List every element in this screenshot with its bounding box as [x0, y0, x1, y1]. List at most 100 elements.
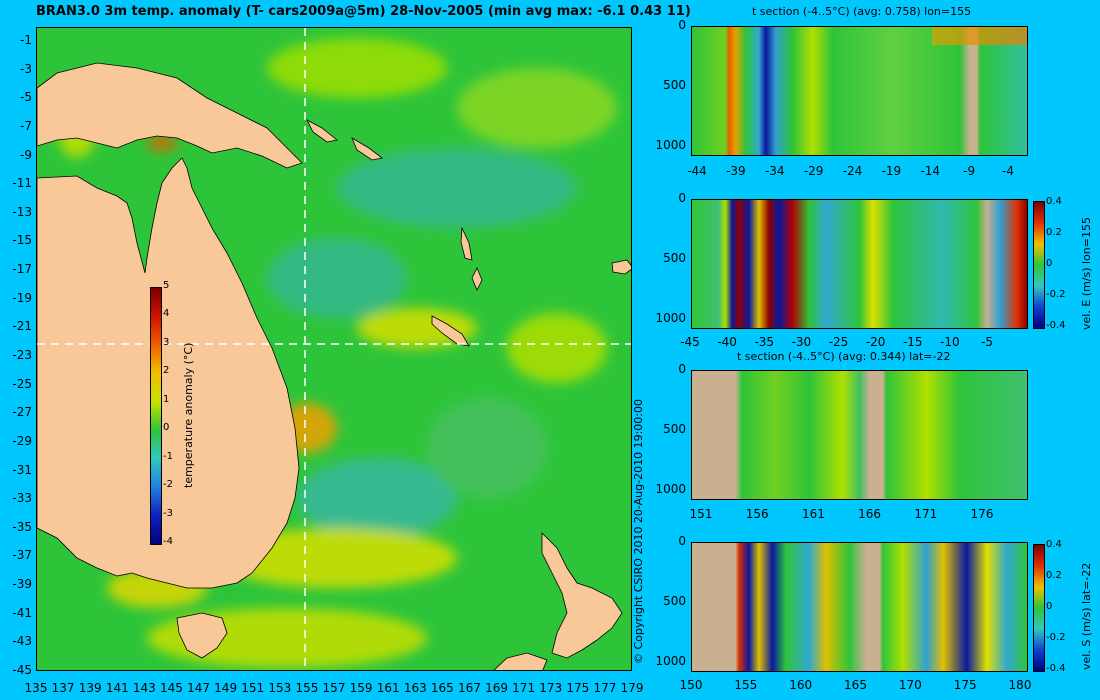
lon-tick-label: 151 — [241, 681, 265, 695]
lon-tick-label: 171 — [512, 681, 536, 695]
lat-tick-label: -3 — [20, 61, 32, 76]
lat-axis: -1 -3 -5 -7 -9 -11 -13 -15 -17 -19 -21 -23 -25 -27 -29… — [0, 27, 34, 677]
lon-tick-label: 165 — [430, 681, 454, 695]
p1-x-tick-label: -44 — [687, 164, 707, 178]
p1-x-tick-label: -9 — [963, 164, 976, 178]
lat-tick-label: -23 — [12, 348, 32, 362]
temp-colorbar-tick: 0 — [163, 422, 170, 434]
p1-x-tick-label: -24 — [842, 164, 863, 178]
temp-colorbar-tick: -3 — [163, 507, 173, 519]
temp-colorbar-tick: 4 — [163, 308, 170, 320]
lat-tick-label: -5 — [20, 90, 32, 105]
lat-tick-label: -35 — [12, 519, 32, 534]
lon-tick-label: 169 — [485, 681, 508, 695]
australia — [37, 157, 300, 589]
p2-x-tick-label: -40 — [717, 335, 737, 349]
lat-tick-label: -7 — [20, 118, 32, 133]
p2-x-tick-label: -20 — [865, 335, 886, 349]
panel3-plot — [691, 370, 1028, 500]
panel4-y-axis: 0 500 1000 — [650, 534, 688, 672]
lat-tick-label: -25 — [12, 376, 32, 391]
p2-colorbar-tick: 0.4 — [1046, 196, 1062, 207]
lon-tick-label: 139 — [78, 681, 102, 695]
panel3-y-axis: 0 500 1000 — [650, 362, 688, 500]
temp-colorbar-ticks: 5 4 3 2 1 0 -1 -2 -3 -4 — [163, 280, 183, 550]
p3-y-tick-label: 1000 — [655, 482, 686, 496]
lon-tick-label: 173 — [539, 681, 563, 695]
panel4-colorbar-ticks: 0.4 0.2 0 -0.2 -0.4 — [1046, 539, 1074, 677]
panel1-y-axis: 0 500 1000 — [650, 18, 688, 156]
lon-tick-label: 155 — [295, 681, 319, 695]
p4-x-tick-label: 180 — [1008, 678, 1032, 692]
panel2-colorbar-label: vel. E (m/s) lon=155 — [1080, 217, 1093, 330]
new-zealand-south — [493, 652, 548, 670]
panel2-y-axis: 0 500 1000 — [650, 191, 688, 329]
p3-x-tick-label: 176 — [970, 507, 994, 521]
panel2-colorbar-ticks: 0.4 0.2 0 -0.2 -0.4 — [1046, 196, 1074, 334]
lon-tick-label: 179 — [620, 681, 644, 695]
p2-y-tick-label: 500 — [663, 251, 686, 265]
p2-y-tick-label: 0 — [678, 191, 686, 205]
p4-colorbar-tick: 0.4 — [1046, 539, 1062, 550]
panel4-colorbar-label: vel. S (m/s) lat=-22 — [1080, 562, 1093, 670]
solomon-island-2 — [351, 137, 383, 161]
lon-tick-label: 141 — [105, 681, 129, 695]
lon-tick-label: 159 — [349, 681, 373, 695]
p4-colorbar-tick: -0.2 — [1046, 632, 1066, 643]
p1-y-tick-label: 0 — [678, 18, 686, 32]
vanuatu-1 — [460, 226, 473, 261]
temp-colorbar-tick: 3 — [163, 336, 170, 348]
p2-x-tick-label: -10 — [940, 335, 960, 349]
vanuatu-2 — [471, 267, 483, 291]
p3-y-tick-label: 0 — [678, 362, 686, 376]
p4-y-tick-label: 0 — [678, 534, 686, 548]
lon-tick-label: 145 — [160, 681, 183, 695]
new-guinea — [37, 62, 303, 169]
panel2-colorbar — [1033, 201, 1045, 329]
p2-x-tick-label: -15 — [902, 335, 923, 349]
lon-tick-label: 143 — [132, 681, 156, 695]
solomon-island-1 — [306, 119, 338, 143]
fiji — [611, 259, 631, 275]
p1-x-tick-label: -4 — [1002, 164, 1014, 178]
p4-x-tick-label: 170 — [898, 678, 922, 692]
lat-tick-label: -29 — [12, 433, 32, 448]
p3-x-tick-label: 161 — [801, 507, 825, 521]
lon-tick-label: 137 — [51, 681, 75, 695]
p3-y-tick-label: 500 — [663, 422, 686, 436]
panel1-title: t section (-4..5°C) (avg: 0.758) lon=155 — [752, 5, 972, 18]
lat-tick-label: -39 — [12, 577, 32, 592]
land-masses — [37, 62, 631, 670]
p1-y-tick-label: 500 — [663, 78, 686, 92]
lat-tick-label: -17 — [12, 262, 32, 277]
p4-x-tick-label: 165 — [844, 678, 867, 692]
lat-tick-label: -45 — [12, 663, 32, 677]
temp-colorbar-tick: -2 — [163, 479, 173, 491]
panel1-plot — [691, 26, 1028, 156]
new-caledonia — [431, 315, 470, 347]
lat-tick-label: -41 — [12, 605, 32, 620]
lon-tick-label: 175 — [566, 681, 590, 695]
lon-tick-label: 147 — [187, 681, 210, 695]
map-plot: 5 4 3 2 1 0 -1 -2 -3 -4 temperature anomaly (°C) — [36, 27, 632, 671]
panel1-surface-band — [932, 27, 1027, 45]
p2-colorbar-tick: 0 — [1046, 258, 1053, 269]
lon-tick-label: 161 — [376, 681, 400, 695]
p4-x-tick-label: 160 — [789, 678, 813, 692]
lat-tick-label: -21 — [12, 319, 32, 334]
p4-y-tick-label: 1000 — [655, 654, 686, 668]
lon-tick-label: 149 — [214, 681, 238, 695]
p2-x-tick-label: -25 — [828, 335, 849, 349]
lon-tick-label: 177 — [593, 681, 617, 695]
main-title: BRAN3.0 3m temp. anomaly (T- cars2009a@5… — [36, 4, 691, 19]
panel2-x-axis: -45 -40 -35 -30 -25 -20 -15 -10 -5 — [680, 335, 1019, 351]
p2-x-tick-label: -5 — [981, 335, 993, 349]
p2-x-tick-label: -45 — [680, 335, 700, 349]
lon-tick-label: 167 — [458, 681, 481, 695]
panel4-plot — [691, 542, 1028, 672]
lat-tick-label: -43 — [12, 634, 32, 649]
p4-x-tick-label: 155 — [734, 678, 758, 692]
new-zealand — [541, 532, 623, 659]
p4-x-tick-label: 150 — [679, 678, 703, 692]
p3-x-tick-label: 151 — [689, 507, 713, 521]
